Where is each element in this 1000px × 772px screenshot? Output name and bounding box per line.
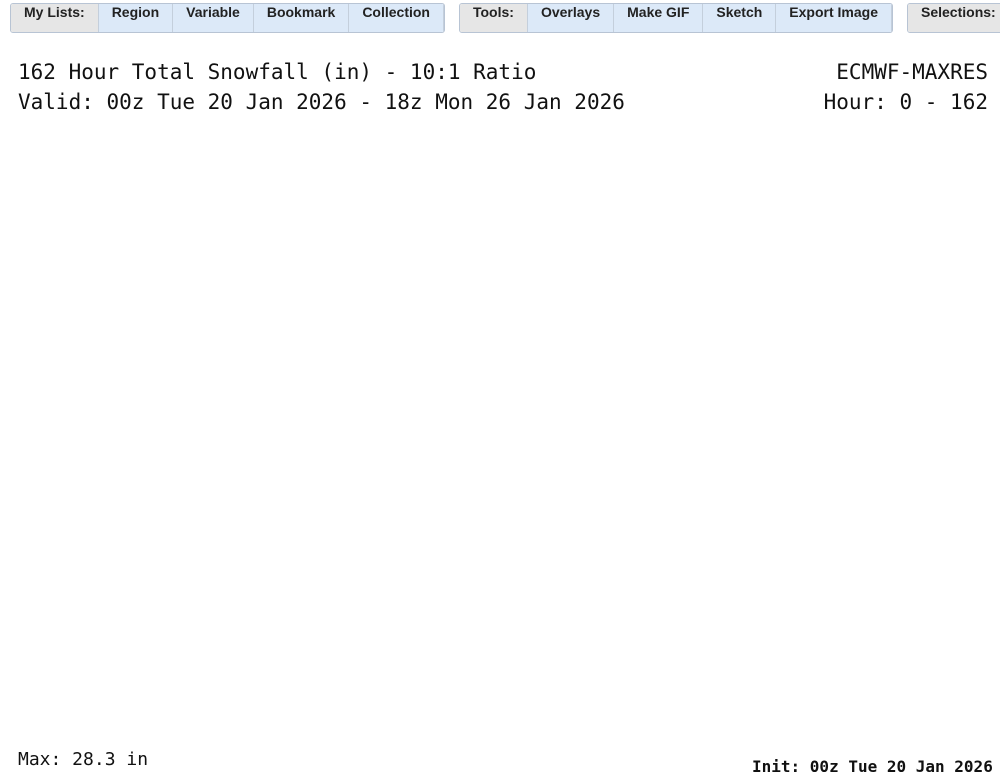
init-time: Init: 00z Tue 20 Jan 2026: [752, 757, 993, 772]
lon-label: 74W: [823, 707, 850, 721]
colorbar-segment: [909, 584, 936, 627]
lon-label: 84W: [300, 707, 327, 721]
colorbar-segment: [909, 667, 936, 710]
toolbar-button[interactable]: Export Image: [776, 4, 892, 32]
colorbar-segment: [909, 254, 936, 297]
valid-time: Valid: 00z Tue 20 Jan 2026 - 18z Mon 26 …: [18, 90, 625, 114]
lon-label: 76W: [719, 707, 746, 721]
toolbar-button[interactable]: Variable: [173, 4, 254, 32]
colorbar-label: 2: [942, 619, 950, 633]
colorbar-label: 12: [942, 412, 957, 426]
colorbar-top-arrow: [909, 128, 936, 173]
colorbar-label: 8: [942, 495, 950, 509]
lat-label: 38N: [21, 420, 45, 434]
colorbar-segment: [909, 336, 936, 379]
lat-label: 34N: [21, 663, 45, 677]
model: ECMWF-MAXRES: [836, 60, 988, 84]
hours: Hour: 0 - 162: [823, 90, 988, 114]
colorbar-label: 0.5: [942, 701, 961, 715]
colorbar-label: 24: [942, 247, 957, 261]
colorbar-label: 4: [942, 578, 950, 592]
lon-label: 88W: [90, 707, 117, 721]
lon-label: 86W: [195, 707, 222, 721]
snowfall-field: [53, 153, 889, 700]
colorbar-segment: [909, 171, 936, 214]
lat-label: 41N: [21, 237, 45, 251]
toolbar-button[interactable]: Sketch: [703, 4, 777, 32]
button-group: Selections:A: [907, 3, 1000, 33]
colorbar-label: 10: [942, 454, 957, 468]
toolbar-button[interactable]: Overlays: [527, 4, 615, 32]
lon-label: 82W: [405, 707, 432, 721]
colorbar-segment: [909, 502, 936, 544]
colorbar-label: 15: [942, 371, 957, 385]
colorbar-label: 21: [942, 288, 957, 302]
map-frame: [52, 152, 890, 701]
title: 162 Hour Total Snowfall (in) - 10:1 Rati…: [18, 60, 537, 84]
toolbar-button[interactable]: Region: [98, 4, 174, 32]
lon-label: 78W: [614, 707, 641, 721]
colorbar-segment: [909, 460, 936, 503]
max-value: Max: 28.3 in: [18, 749, 149, 770]
colorbar-segment: [909, 213, 936, 255]
colorbar-label: 6: [942, 536, 950, 550]
toolbar-button[interactable]: Collection: [349, 4, 444, 32]
colorbar-segment: [909, 378, 936, 421]
lat-label: 35N: [21, 602, 45, 616]
lat-label: 42N: [21, 177, 45, 191]
lat-label: 40N: [21, 298, 45, 312]
lat-label: 37N: [21, 481, 45, 495]
colorbar-label: 27: [942, 206, 957, 220]
button-group: My Lists: Region Variable Bookmark Collectio…: [10, 3, 445, 33]
toolbar-button[interactable]: Bookmark: [253, 4, 350, 32]
toolbar: My Lists: Region Variable Bookmark Collectio…: [10, 3, 1000, 33]
colorbar-segment: [909, 295, 936, 338]
lat-label: 36N: [21, 541, 45, 555]
toolbar-button[interactable]: Make GIF: [614, 4, 704, 32]
group-label: Tools:: [459, 4, 528, 32]
colorbar-segment: [909, 543, 936, 586]
colorbar-label: 30: [942, 165, 957, 179]
colorbar-bottom-arrow: [909, 708, 936, 752]
colorbar-label: 18: [942, 330, 957, 344]
colorbar-label: 1: [942, 660, 950, 674]
button-group: Tools: Overlays Make GIF Sketch Export Image: [458, 3, 893, 33]
lat-label: 39N: [21, 359, 45, 373]
group-label: Selections:: [908, 4, 1000, 32]
colorbar-segment: [909, 625, 936, 668]
group-label: My Lists:: [11, 4, 99, 32]
colorbar-segment: [909, 419, 936, 462]
lon-label: 80W: [509, 707, 536, 721]
